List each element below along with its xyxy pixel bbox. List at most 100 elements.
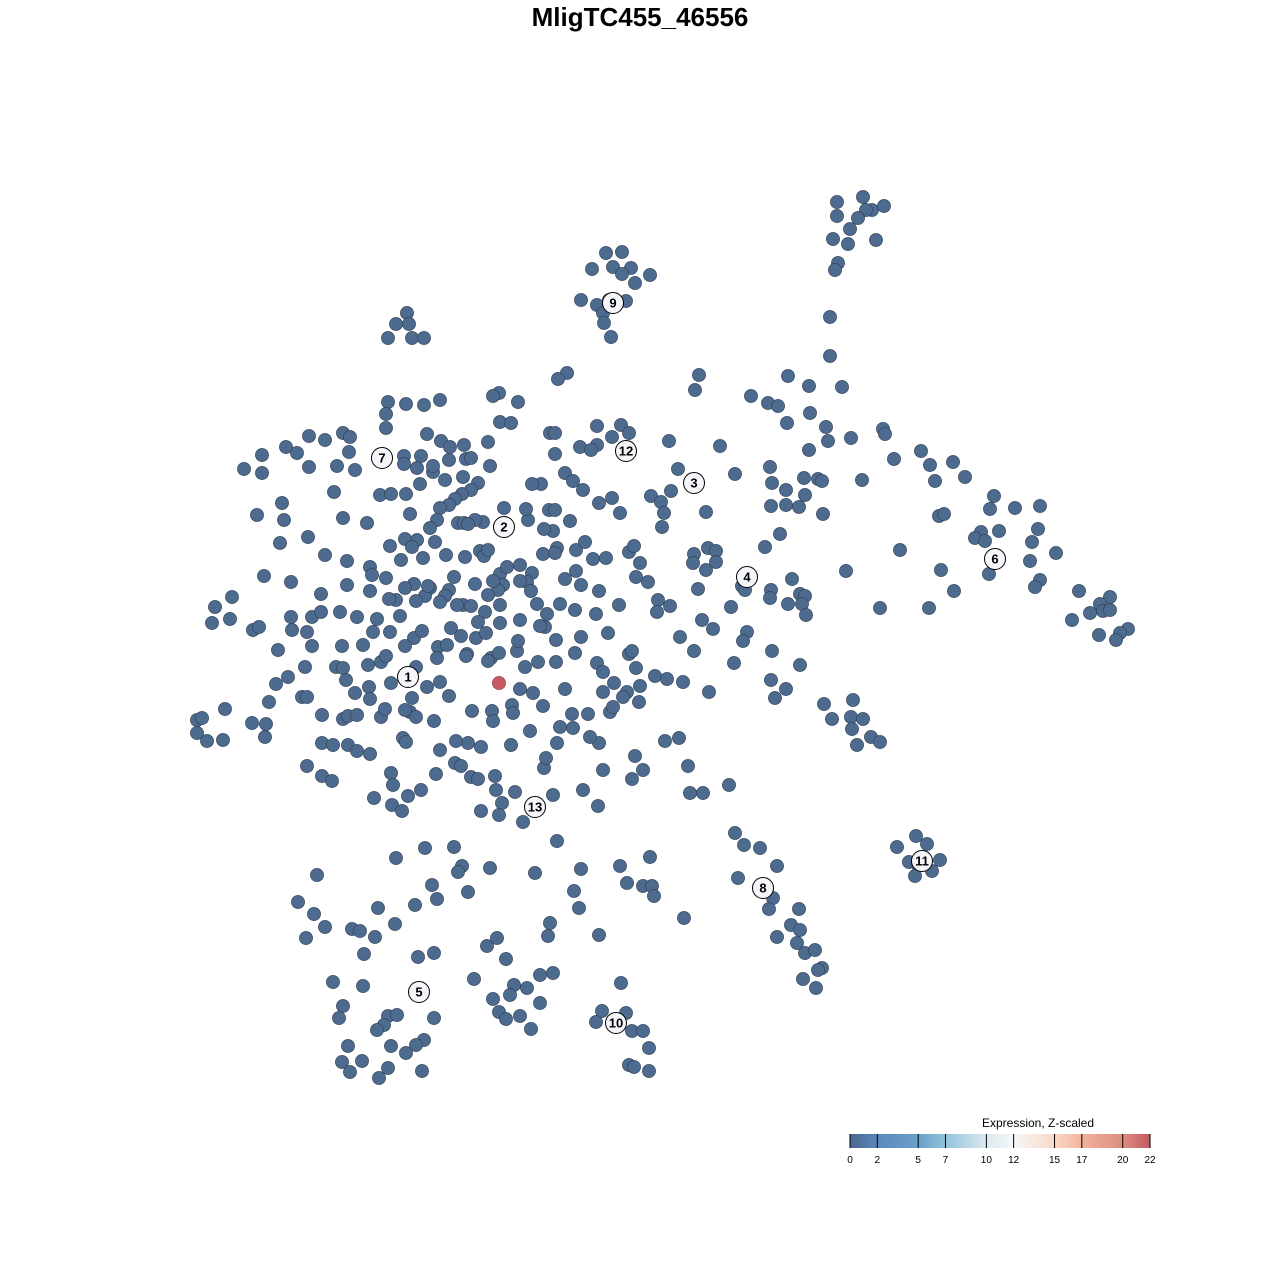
data-point: [486, 574, 500, 588]
data-point: [817, 697, 831, 711]
data-point: [780, 416, 794, 430]
data-point: [490, 931, 504, 945]
cluster-label-badge: [736, 566, 758, 588]
data-point: [285, 623, 299, 637]
data-point: [398, 581, 412, 595]
data-point: [405, 540, 419, 554]
data-point: [390, 1008, 404, 1022]
data-point: [508, 785, 522, 799]
data-point: [688, 383, 702, 397]
data-point: [513, 1009, 527, 1023]
data-point: [216, 733, 230, 747]
data-point: [811, 963, 825, 977]
data-point: [846, 693, 860, 707]
data-point: [368, 930, 382, 944]
data-point: [315, 708, 329, 722]
data-point: [467, 972, 481, 986]
data-point: [531, 655, 545, 669]
data-point: [768, 691, 782, 705]
data-point: [628, 276, 642, 290]
data-point: [426, 459, 440, 473]
data-point: [409, 594, 423, 608]
data-point: [893, 543, 907, 557]
data-point: [591, 799, 605, 813]
data-point: [808, 943, 822, 957]
data-point: [828, 263, 842, 277]
data-point: [764, 673, 778, 687]
data-point: [395, 804, 409, 818]
data-point: [486, 714, 500, 728]
data-point: [763, 460, 777, 474]
data-point: [792, 902, 806, 916]
data-point: [615, 245, 629, 259]
data-point: [584, 443, 598, 457]
data-point: [370, 1023, 384, 1037]
data-point: [819, 420, 833, 434]
cluster-label: 11: [911, 850, 933, 872]
data-point: [601, 626, 615, 640]
data-point: [744, 389, 758, 403]
data-point: [348, 463, 362, 477]
data-point: [497, 501, 511, 515]
data-point: [987, 489, 1001, 503]
data-point: [273, 536, 287, 550]
data-point: [1031, 522, 1045, 536]
data-point: [616, 690, 630, 704]
data-point: [633, 679, 647, 693]
data-point: [1092, 628, 1106, 642]
data-point: [480, 939, 494, 953]
data-point: [461, 517, 475, 531]
data-point: [427, 1011, 441, 1025]
data-point: [790, 936, 804, 950]
data-point: [327, 485, 341, 499]
data-point: [279, 440, 293, 454]
data-point: [394, 553, 408, 567]
data-point: [753, 841, 767, 855]
data-point: [513, 574, 527, 588]
data-point: [691, 582, 705, 596]
data-point: [605, 491, 619, 505]
legend-tick-label: 0: [847, 1155, 853, 1166]
data-point: [493, 598, 507, 612]
data-point: [420, 427, 434, 441]
data-point: [269, 677, 283, 691]
data-point: [361, 658, 375, 672]
cluster-label-text: 1: [404, 670, 411, 685]
cluster-label-badge: [683, 472, 705, 494]
data-point: [486, 389, 500, 403]
data-point: [539, 751, 553, 765]
data-point: [1023, 554, 1037, 568]
data-point: [350, 610, 364, 624]
data-point: [799, 608, 813, 622]
data-point: [423, 521, 437, 535]
data-point: [877, 199, 891, 213]
data-point: [614, 976, 628, 990]
data-point: [378, 702, 392, 716]
legend-tick-label: 22: [1144, 1155, 1156, 1166]
data-point: [830, 209, 844, 223]
data-point: [869, 233, 883, 247]
data-point: [548, 546, 562, 560]
data-point: [765, 476, 779, 490]
data-point: [724, 600, 738, 614]
data-point: [676, 675, 690, 689]
data-point: [223, 612, 237, 626]
data-point: [451, 865, 465, 879]
data-point: [672, 731, 686, 745]
data-point: [524, 584, 538, 598]
data-point: [607, 676, 621, 690]
data-point: [190, 726, 204, 740]
data-point: [340, 554, 354, 568]
data-point: [605, 430, 619, 444]
data-point: [425, 878, 439, 892]
data-point: [341, 1039, 355, 1053]
data-point: [636, 763, 650, 777]
data-point: [839, 564, 853, 578]
data-point: [360, 516, 374, 530]
data-point: [565, 707, 579, 721]
data-point: [958, 470, 972, 484]
data-point: [574, 862, 588, 876]
data-point: [627, 1060, 641, 1074]
data-point: [492, 808, 506, 822]
